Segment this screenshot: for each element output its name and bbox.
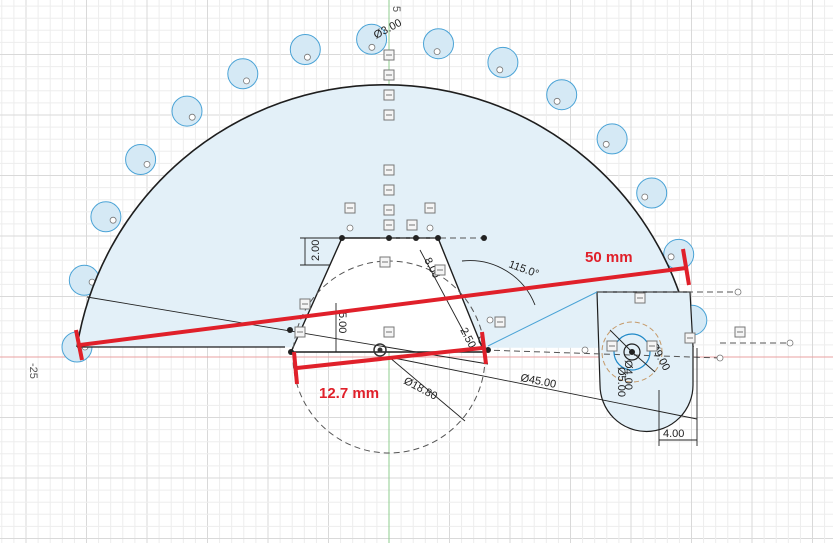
dim-hole-c[interactable]: Ø5.00 [615,367,627,397]
sketch-point-icon [629,349,635,355]
scallop-bump[interactable] [90,201,122,233]
constraint-glyph-icon[interactable] [383,109,395,121]
sketch-point-icon [143,160,151,168]
sketch-point-icon [433,48,441,55]
hole-outer-dashed[interactable] [601,321,663,383]
constraint-glyph-icon[interactable] [299,298,311,310]
sketch-point-icon [496,66,504,74]
scallop-bump[interactable] [423,28,454,60]
constraint-glyph-icon[interactable] [383,69,395,81]
constraint-glyph-icon[interactable] [734,326,746,338]
sketch-point-icon [368,43,376,51]
constraint-glyph-icon[interactable] [606,340,618,352]
hole-inner[interactable] [623,343,641,361]
dim-hole-a[interactable]: Ø4.00 [622,360,634,390]
scallop-bump[interactable] [487,46,519,78]
sketch-point-icon [413,235,419,241]
constraint-glyph-icon[interactable] [646,340,658,352]
dim-bottom-width[interactable]: 4.00 [663,428,684,440]
sketch-point-icon [553,97,561,105]
constraint-glyph-icon[interactable] [383,164,395,176]
constraint-glyph-icon[interactable] [383,49,395,61]
constraint-glyph-icon[interactable] [494,316,506,328]
origin-point-icon[interactable] [373,343,387,357]
sketch-point-icon [667,253,675,261]
constraint-glyph-icon[interactable] [684,332,696,344]
dim-small-zero[interactable]: 0 [478,335,484,347]
constraint-glyph-icon[interactable] [424,202,436,214]
sketch-point-icon [734,288,742,296]
sketch-point-icon [339,235,345,241]
hole-mid[interactable] [613,333,651,371]
scallop-bump[interactable] [546,79,578,111]
axis-label-top: 5 [390,6,402,12]
scallop-bump[interactable] [171,95,203,127]
sketch-point-icon [641,193,649,201]
constraint-glyph-icon[interactable] [406,219,418,231]
scallop-bump[interactable] [356,23,388,55]
constraint-glyph-icon[interactable] [383,219,395,231]
short-measure-annotation [292,331,488,385]
constraint-glyph-icon[interactable] [383,326,395,338]
constraint-glyph-icon[interactable] [294,326,306,338]
scallop-bump[interactable] [636,177,668,209]
sketch-point-icon [481,235,487,241]
sketch-point-icon [243,77,250,85]
sketch-point-icon [581,346,589,354]
sketch-point-icon [485,347,491,353]
right-angled-edge[interactable] [487,291,598,347]
constraint-glyph-icon[interactable] [434,264,446,276]
sketch-point-icon [188,113,196,121]
long-measure-label: 50 mm [585,249,633,266]
short-measure-label: 12.7 mm [319,385,379,402]
constraint-glyphs[interactable] [294,49,746,352]
right-lobe-profile[interactable] [596,291,694,433]
dim-center-diameter[interactable]: Ø18.80 [402,375,440,403]
sketch-point-icon [426,224,434,232]
constraint-glyph-icon[interactable] [383,89,395,101]
constraint-glyph-icon[interactable] [379,256,391,268]
scallop-bump[interactable] [596,123,628,155]
outer-arc-edge[interactable] [76,83,694,348]
semicircle-profile[interactable] [77,84,693,350]
sketch-point-icon [786,339,794,347]
dim-height-small[interactable]: 2.00 [310,240,322,261]
dim-height-mid[interactable]: 5.00 [336,312,348,333]
scallop-bump[interactable] [125,144,157,175]
constraint-glyph-icon[interactable] [383,204,395,216]
sketch-point-icon [486,316,494,324]
dim-outer-diameter[interactable]: Ø45.00 [519,372,557,391]
sketch-point-icon [386,235,392,241]
sketch-point-icon [435,235,441,241]
constraint-glyph-icon[interactable] [383,184,395,196]
sketch-point-icon [346,224,354,232]
sketch-point-icon [303,53,311,61]
long-measure-annotation [74,248,691,361]
sketch-point-icon [716,354,724,362]
sketch-point-icon [602,140,610,148]
sketch-point-icon [287,327,293,333]
sketch-point-icon [109,216,117,224]
scallop-bump[interactable] [227,58,259,90]
scallop-bump[interactable] [289,34,321,65]
axis-label-left: -25 [27,363,39,379]
constraint-glyph-icon[interactable] [634,292,646,304]
constraint-glyph-icon[interactable] [344,202,356,214]
origin-point-inner [377,347,383,353]
